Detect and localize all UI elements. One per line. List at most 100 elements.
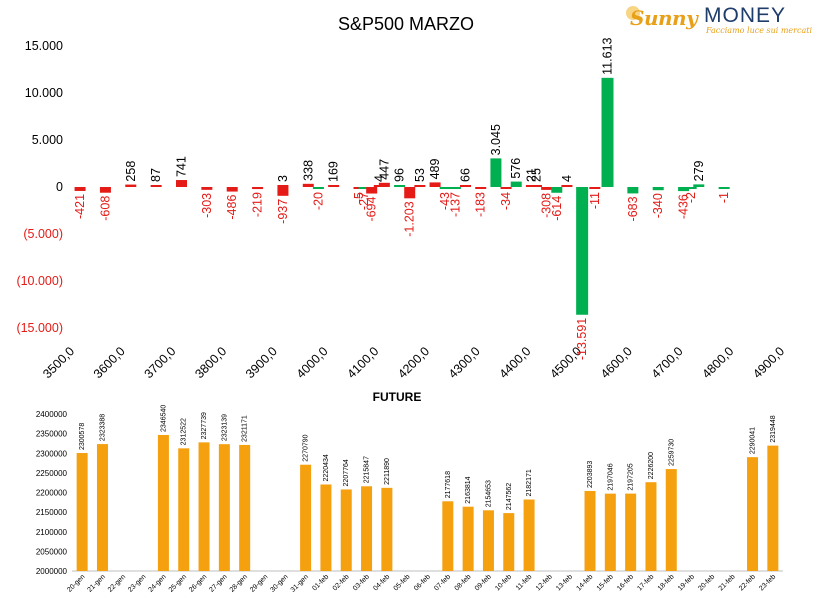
bar — [157, 434, 169, 571]
bar — [767, 445, 779, 571]
x-tick-label: 29-gen — [249, 573, 269, 593]
data-label: -694 — [365, 196, 379, 221]
y-tick-label: (15.000) — [16, 321, 63, 335]
x-tick-label: 07-feb — [433, 573, 452, 592]
x-tick-label: 10-feb — [494, 573, 513, 592]
bar — [378, 182, 390, 187]
data-label: -614 — [550, 196, 564, 221]
data-label: -303 — [200, 193, 214, 218]
x-tick-label: 4600,0 — [598, 344, 635, 381]
data-label: 2147562 — [506, 483, 513, 510]
x-tick-label: 4800,0 — [699, 344, 736, 381]
x-tick-label: 17-feb — [636, 573, 655, 592]
bar — [300, 464, 312, 571]
x-tick-label: 09-feb — [474, 573, 493, 592]
bar — [531, 185, 542, 187]
bar — [475, 187, 487, 189]
x-tick-label: 06-feb — [413, 573, 432, 592]
data-label: 2211890 — [384, 458, 391, 485]
data-label: 279 — [692, 160, 706, 181]
x-tick-label: 16-feb — [616, 573, 635, 592]
bar — [358, 187, 370, 189]
y-tick-label: 2000000 — [36, 567, 68, 576]
bar — [439, 187, 451, 189]
bar — [99, 187, 111, 193]
x-tick-label: 4200,0 — [395, 344, 432, 381]
data-label: 2270790 — [303, 434, 310, 461]
x-tick-label: 08-feb — [454, 573, 473, 592]
bar — [277, 185, 289, 187]
y-tick-label: (5.000) — [23, 227, 63, 241]
data-label: -5 — [352, 192, 366, 203]
data-label: -683 — [626, 196, 640, 221]
data-label: 87 — [149, 168, 163, 182]
data-label: -20 — [311, 192, 325, 210]
x-tick-label: 15-feb — [596, 573, 615, 592]
bar — [198, 442, 210, 571]
bar — [320, 484, 332, 571]
bar — [510, 181, 522, 187]
data-label: -27 — [357, 192, 371, 210]
logo-brand-left: Sunny — [630, 6, 698, 30]
bar — [394, 185, 406, 187]
data-label: 2215847 — [364, 456, 371, 483]
x-tick-label: 3600,0 — [91, 344, 128, 381]
x-tick-label: 01-feb — [311, 573, 330, 592]
bar — [665, 469, 677, 571]
data-label: 2177618 — [445, 471, 452, 498]
future-chart: FUTURE 2000000 2050000 2100000 2150000 220000… — [36, 390, 783, 594]
x-tick-label: 21-feb — [718, 573, 737, 592]
bar — [601, 77, 614, 187]
bar — [541, 187, 553, 190]
bar — [226, 187, 238, 192]
x-tick-label: 25-gen — [168, 573, 188, 593]
bar — [523, 499, 535, 571]
data-label: 2207764 — [343, 459, 350, 486]
data-label: 258 — [124, 161, 138, 182]
bar — [381, 487, 393, 571]
x-tick-label: 4700,0 — [649, 344, 686, 381]
bar — [685, 187, 697, 189]
bar — [490, 158, 502, 187]
bar — [718, 187, 730, 189]
bar — [340, 489, 352, 571]
data-label: -43 — [438, 192, 452, 210]
bar — [551, 187, 563, 193]
x-tick-label: 23-gen — [127, 573, 147, 593]
sp500-marzo-chart: S&P500 MARZO 15.000 10.000 5.000 0 (5.000) (10… — [16, 14, 787, 381]
x-tick-label: 20-gen — [66, 573, 86, 593]
x-tick-label: 3900,0 — [243, 344, 280, 381]
y-tick-label: 10.000 — [25, 86, 63, 100]
data-label: 2300578 — [79, 423, 86, 450]
data-label: 338 — [301, 160, 315, 181]
data-label: 11.613 — [601, 37, 615, 74]
bar — [252, 187, 264, 190]
data-label: 21 — [524, 168, 538, 182]
x-tick-label: 3800,0 — [192, 344, 229, 381]
x-tick-label: 23-feb — [758, 573, 777, 592]
bar — [328, 185, 340, 187]
bar — [414, 185, 426, 187]
x-tick-label: 31-gen — [290, 573, 310, 593]
data-label: 2259730 — [668, 439, 675, 466]
y-tick-label: 2150000 — [36, 508, 68, 517]
x-tick-label: 26-gen — [188, 573, 208, 593]
y-tick-label: 15.000 — [25, 39, 63, 53]
logo-tagline: Facciamo luce sui mercati — [706, 26, 813, 35]
bar — [277, 187, 289, 196]
data-label: -11 — [588, 192, 602, 209]
x-tick-label: 02-feb — [332, 573, 351, 592]
bar — [125, 184, 137, 187]
x-tick-label: 4300,0 — [446, 344, 483, 381]
data-label: 2197046 — [607, 463, 614, 490]
y-tick-label: 2050000 — [36, 547, 68, 556]
chart-title: S&P500 MARZO — [338, 14, 474, 34]
x-tick-label: 19-feb — [677, 573, 696, 592]
bar — [604, 493, 616, 571]
bar — [625, 493, 637, 571]
x-tick-label: 3500,0 — [40, 344, 77, 381]
data-label: 447 — [377, 159, 391, 180]
bar — [645, 482, 657, 571]
data-label: 3.045 — [489, 124, 503, 155]
data-label: 4 — [372, 175, 386, 182]
